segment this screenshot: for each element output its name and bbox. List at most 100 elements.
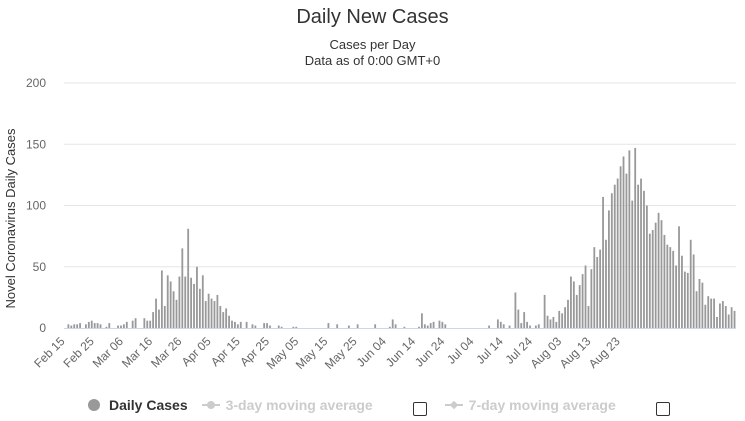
bar[interactable] bbox=[575, 294, 578, 328]
bar[interactable] bbox=[336, 324, 339, 328]
bar[interactable] bbox=[496, 319, 499, 328]
bar[interactable] bbox=[228, 315, 230, 328]
bar[interactable] bbox=[196, 266, 198, 328]
bar[interactable] bbox=[438, 320, 441, 328]
bar[interactable] bbox=[67, 324, 70, 328]
bar[interactable] bbox=[681, 255, 683, 328]
bar[interactable] bbox=[163, 305, 166, 328]
bar[interactable] bbox=[429, 323, 432, 328]
bar[interactable] bbox=[660, 220, 663, 328]
bar[interactable] bbox=[254, 325, 257, 328]
bar[interactable] bbox=[643, 190, 645, 328]
bar[interactable] bbox=[166, 275, 169, 328]
bar[interactable] bbox=[105, 326, 108, 328]
bar[interactable] bbox=[523, 312, 526, 328]
bar[interactable] bbox=[666, 244, 669, 328]
bar[interactable] bbox=[204, 301, 207, 328]
bar[interactable] bbox=[117, 325, 119, 328]
bar[interactable] bbox=[99, 324, 102, 328]
bar[interactable] bbox=[175, 299, 178, 328]
bar[interactable] bbox=[347, 325, 350, 328]
bar[interactable] bbox=[190, 277, 192, 328]
bar[interactable] bbox=[558, 310, 561, 328]
bar[interactable] bbox=[584, 265, 587, 328]
bar[interactable] bbox=[669, 247, 672, 328]
bar[interactable] bbox=[108, 323, 111, 328]
bar[interactable] bbox=[178, 276, 181, 328]
bar[interactable] bbox=[488, 325, 491, 328]
bar[interactable] bbox=[552, 316, 555, 328]
bar[interactable] bbox=[155, 298, 157, 328]
bar[interactable] bbox=[698, 279, 701, 328]
bar[interactable] bbox=[502, 324, 505, 328]
checkbox-3-day-average[interactable] bbox=[412, 402, 427, 416]
bar[interactable] bbox=[514, 292, 517, 328]
bar[interactable] bbox=[657, 212, 660, 328]
bar[interactable] bbox=[499, 321, 502, 329]
bar[interactable] bbox=[634, 147, 637, 328]
bar[interactable] bbox=[719, 303, 721, 329]
bar[interactable] bbox=[152, 312, 155, 328]
bar[interactable] bbox=[686, 272, 689, 329]
bar[interactable] bbox=[721, 301, 724, 328]
bar[interactable] bbox=[76, 324, 79, 328]
bar[interactable] bbox=[631, 200, 634, 328]
bar[interactable] bbox=[149, 320, 152, 328]
bar[interactable] bbox=[730, 307, 733, 328]
bar[interactable] bbox=[610, 193, 613, 328]
bar[interactable] bbox=[210, 298, 213, 328]
bar[interactable] bbox=[216, 294, 219, 328]
bar[interactable] bbox=[251, 324, 254, 328]
bar[interactable] bbox=[546, 315, 549, 328]
bar[interactable] bbox=[239, 321, 242, 329]
bar[interactable] bbox=[143, 318, 146, 328]
bar[interactable] bbox=[172, 291, 175, 328]
bar-series-daily-cases[interactable] bbox=[67, 147, 736, 329]
bar[interactable] bbox=[733, 310, 736, 328]
bar[interactable] bbox=[394, 324, 397, 328]
bar[interactable] bbox=[625, 173, 628, 328]
bar[interactable] bbox=[146, 320, 149, 328]
bar[interactable] bbox=[374, 324, 377, 328]
bar[interactable] bbox=[549, 319, 552, 328]
bar[interactable] bbox=[537, 324, 540, 328]
bar[interactable] bbox=[683, 271, 686, 328]
bar[interactable] bbox=[225, 308, 228, 328]
bar[interactable] bbox=[356, 324, 359, 328]
bar[interactable] bbox=[85, 324, 87, 328]
bar[interactable] bbox=[616, 178, 619, 328]
bar[interactable] bbox=[181, 248, 184, 329]
bar[interactable] bbox=[263, 323, 266, 328]
bar[interactable] bbox=[707, 296, 710, 328]
bar[interactable] bbox=[234, 321, 236, 329]
bar[interactable] bbox=[421, 313, 423, 328]
bar[interactable] bbox=[713, 298, 715, 328]
bar[interactable] bbox=[120, 325, 122, 328]
bar[interactable] bbox=[90, 320, 93, 328]
bar[interactable] bbox=[96, 323, 99, 328]
bar[interactable] bbox=[727, 314, 730, 328]
bar[interactable] bbox=[578, 285, 581, 329]
bar[interactable] bbox=[689, 239, 692, 328]
bar[interactable] bbox=[87, 321, 90, 329]
bar[interactable] bbox=[628, 150, 631, 329]
checkbox-7-day-average[interactable] bbox=[655, 402, 670, 416]
bar[interactable] bbox=[678, 226, 680, 328]
bar[interactable] bbox=[543, 294, 546, 328]
bar[interactable] bbox=[169, 281, 172, 328]
bar[interactable] bbox=[280, 326, 283, 328]
bar[interactable] bbox=[613, 184, 616, 328]
legend-item-3-day-average[interactable]: 3-day moving average bbox=[201, 397, 373, 413]
bar[interactable] bbox=[695, 291, 698, 328]
bar[interactable] bbox=[570, 276, 572, 328]
bar[interactable] bbox=[327, 323, 330, 328]
bar[interactable] bbox=[269, 325, 271, 328]
bar[interactable] bbox=[93, 323, 96, 328]
bar[interactable] bbox=[710, 298, 713, 328]
bar[interactable] bbox=[590, 269, 593, 328]
bar[interactable] bbox=[663, 234, 666, 328]
bar[interactable] bbox=[158, 309, 160, 329]
bar[interactable] bbox=[122, 324, 125, 328]
bar[interactable] bbox=[201, 275, 204, 328]
bar[interactable] bbox=[593, 247, 596, 328]
